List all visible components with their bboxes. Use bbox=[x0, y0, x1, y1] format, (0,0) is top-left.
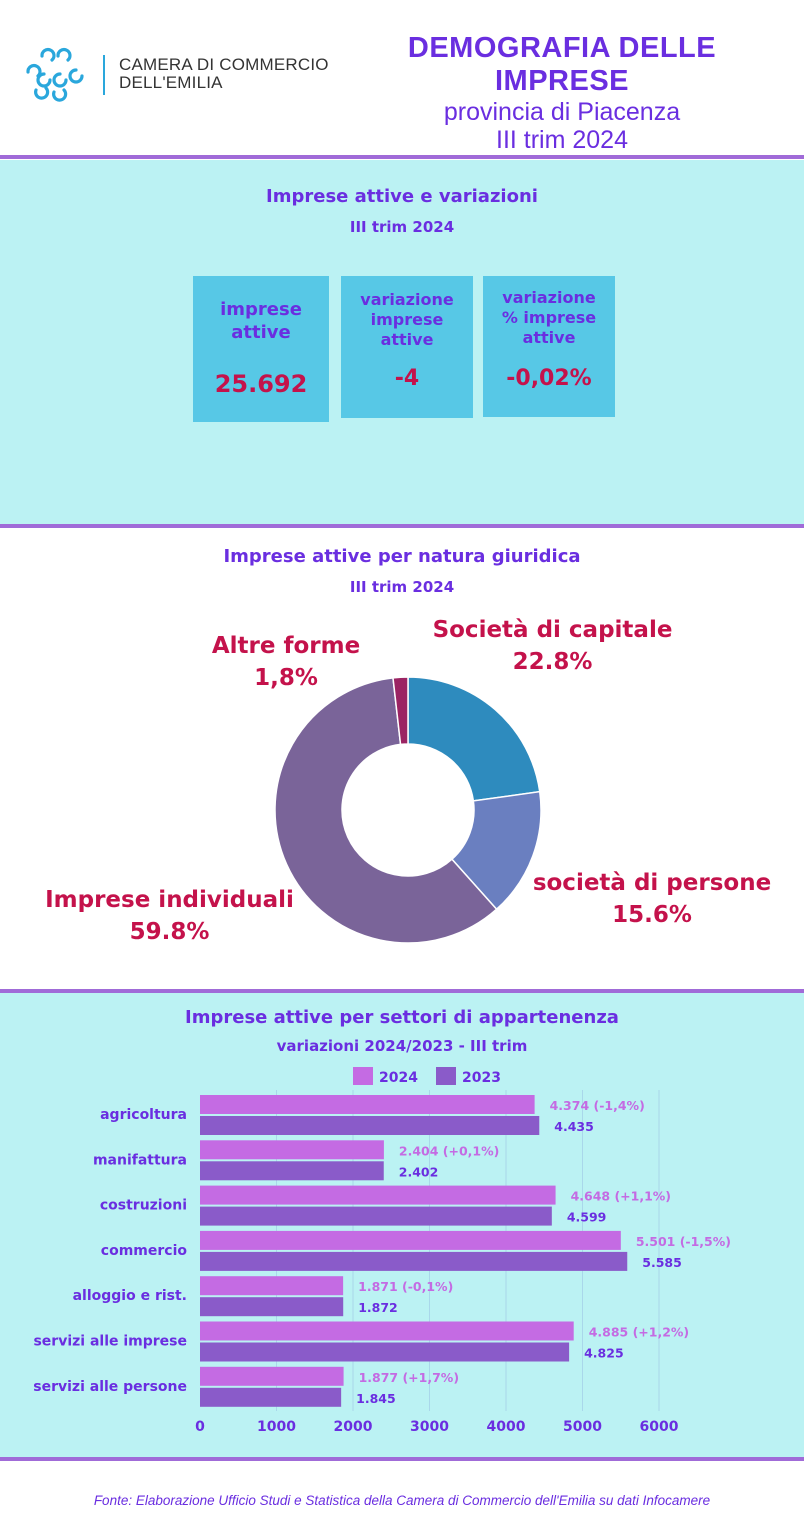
bar-2023 bbox=[200, 1206, 552, 1226]
page-subtitle: provincia di Piacenza bbox=[443, 98, 681, 126]
category-label: alloggio e rist. bbox=[73, 1288, 187, 1304]
bar-value-label: 4.825 bbox=[584, 1346, 624, 1361]
bar-2024 bbox=[200, 1321, 574, 1341]
category-label: costruzioni bbox=[100, 1198, 187, 1214]
bar-2023 bbox=[200, 1251, 628, 1271]
bar-value-label: 1.877 (+1,7%) bbox=[359, 1370, 459, 1385]
page-title: DEMOGRAFIA DELLE IMPRESE bbox=[407, 32, 717, 97]
bar-2023 bbox=[200, 1297, 344, 1317]
settori-bar-chart: 2024 2023 0 1000 2000 3000 4000 5000 6000 agricol… bbox=[33, 1067, 731, 1435]
label-name: società di persone bbox=[532, 870, 772, 896]
divider-bottom bbox=[0, 1457, 804, 1461]
bar-2023 bbox=[200, 1116, 540, 1135]
legend-swatch-2023 bbox=[436, 1067, 456, 1085]
kpi-label-line: attive bbox=[231, 322, 291, 343]
bar-value-label: 2.404 (+0,1%) bbox=[399, 1143, 499, 1158]
legend-label-2023: 2023 bbox=[462, 1070, 501, 1086]
page-period: III trim 2024 bbox=[496, 126, 628, 154]
settori-section-subtitle: variazioni 2024/2023 - III trim bbox=[276, 1037, 528, 1055]
kpi-variazione-imprese: variazione imprese attive -4 bbox=[341, 276, 473, 418]
x-tick-label: 3000 bbox=[410, 1419, 449, 1435]
bar-2024 bbox=[200, 1140, 384, 1160]
kpi-variazione-percentuale: variazione % imprese attive -0,02% bbox=[483, 276, 615, 417]
bar-value-label: 5.501 (-1,5%) bbox=[636, 1234, 731, 1249]
bar-value-label: 2.402 bbox=[399, 1164, 439, 1179]
label-altre-forme: Altre forme 1,8% bbox=[211, 633, 361, 691]
x-tick-label: 2000 bbox=[334, 1419, 373, 1435]
kpi-imprese-attive: imprese attive 25.692 bbox=[193, 276, 329, 422]
category-label: agricoltura bbox=[100, 1107, 187, 1123]
bar-value-label: 1.845 bbox=[356, 1391, 396, 1406]
bar-2023 bbox=[200, 1342, 570, 1362]
kpi-value: -4 bbox=[394, 366, 420, 391]
label-pct: 15.6% bbox=[612, 902, 692, 928]
label-societa-persone: società di persone 15.6% bbox=[532, 867, 772, 931]
chamber-of-commerce-logo-icon bbox=[26, 47, 84, 102]
settori-section-title: Imprese attive per settori di appartenen… bbox=[185, 1007, 619, 1028]
bar-value-label: 1.871 (-0,1%) bbox=[358, 1279, 453, 1294]
category-label: commercio bbox=[101, 1243, 188, 1259]
bar-value-label: 4.885 (+1,2%) bbox=[589, 1325, 689, 1340]
bar-value-label: 5.585 bbox=[642, 1255, 682, 1270]
divider-lower bbox=[0, 989, 804, 993]
donut-slice-0 bbox=[407, 676, 541, 802]
legend-label-2024: 2024 bbox=[379, 1070, 418, 1086]
x-tick-label: 0 bbox=[195, 1419, 205, 1435]
kpi-label-line: variazione bbox=[360, 290, 454, 309]
kpi-value: 25.692 bbox=[214, 370, 308, 398]
page-title-block: DEMOGRAFIA DELLE IMPRESE provincia di Pi… bbox=[342, 32, 782, 154]
label-societa-capitale: Società di capitale 22.8% bbox=[430, 614, 675, 678]
bar-value-label: 4.599 bbox=[567, 1210, 607, 1225]
kpi-value: -0,02% bbox=[506, 366, 592, 391]
label-name: Società di capitale bbox=[432, 617, 673, 643]
bar-2024 bbox=[200, 1185, 556, 1205]
x-tick-label: 1000 bbox=[257, 1419, 296, 1435]
bar-value-label: 1.872 bbox=[358, 1300, 398, 1315]
donut-slice-2 bbox=[274, 677, 498, 944]
divider-top bbox=[0, 155, 804, 159]
kpi-label-line: % imprese bbox=[501, 308, 597, 327]
bar-2023 bbox=[200, 1161, 384, 1181]
bar-value-label: 4.648 (+1,1%) bbox=[571, 1189, 671, 1204]
org-line-2: DELL'EMILIA bbox=[119, 73, 223, 92]
kpi-section: Imprese attive e variazioni III trim 202… bbox=[0, 160, 804, 524]
settori-section: Imprese attive per settori di appartenen… bbox=[0, 993, 804, 1458]
bar-2024 bbox=[200, 1276, 344, 1296]
category-label: servizi alle imprese bbox=[33, 1334, 187, 1350]
x-tick-label: 4000 bbox=[487, 1419, 526, 1435]
natura-section-title: Imprese attive per natura giuridica bbox=[223, 546, 581, 567]
label-imprese-individuali: Imprese individuali 59.8% bbox=[42, 884, 297, 948]
organization-name: CAMERA DI COMMERCIO DELL'EMILIA bbox=[119, 56, 329, 92]
kpi-label-line: imprese bbox=[220, 299, 302, 320]
kpi-section-title: Imprese attive e variazioni bbox=[266, 186, 538, 207]
category-label: manifattura bbox=[93, 1152, 187, 1168]
source-note: Fonte: Elaborazione Ufficio Studi e Stat… bbox=[93, 1493, 711, 1508]
x-tick-label: 5000 bbox=[563, 1419, 602, 1435]
natura-section-period: III trim 2024 bbox=[349, 578, 455, 596]
category-label: servizi alle persone bbox=[33, 1379, 187, 1395]
legend-swatch-2024 bbox=[353, 1067, 373, 1085]
bar-value-label: 4.435 bbox=[554, 1119, 594, 1134]
natura-donut-chart bbox=[274, 676, 542, 944]
x-tick-label: 6000 bbox=[640, 1419, 679, 1435]
kpi-label-line: attive bbox=[380, 330, 434, 349]
kpi-label-line: variazione bbox=[502, 288, 596, 307]
label-name: Imprese individuali bbox=[45, 887, 294, 913]
bar-value-label: 4.374 (-1,4%) bbox=[550, 1098, 645, 1113]
bar-2024 bbox=[200, 1095, 535, 1114]
bar-2024 bbox=[200, 1230, 621, 1250]
org-line-1: CAMERA DI COMMERCIO bbox=[119, 55, 329, 74]
kpi-label-line: imprese bbox=[370, 310, 444, 329]
divider-middle bbox=[0, 524, 804, 528]
kpi-label-line: attive bbox=[522, 328, 576, 347]
logo-divider bbox=[103, 55, 105, 95]
label-pct: 22.8% bbox=[512, 649, 593, 675]
label-pct: 59.8% bbox=[129, 919, 210, 945]
bar-2024 bbox=[200, 1366, 344, 1386]
kpi-section-period: III trim 2024 bbox=[349, 218, 455, 236]
bar-2023 bbox=[200, 1387, 342, 1407]
donut-slice-3 bbox=[392, 676, 409, 746]
